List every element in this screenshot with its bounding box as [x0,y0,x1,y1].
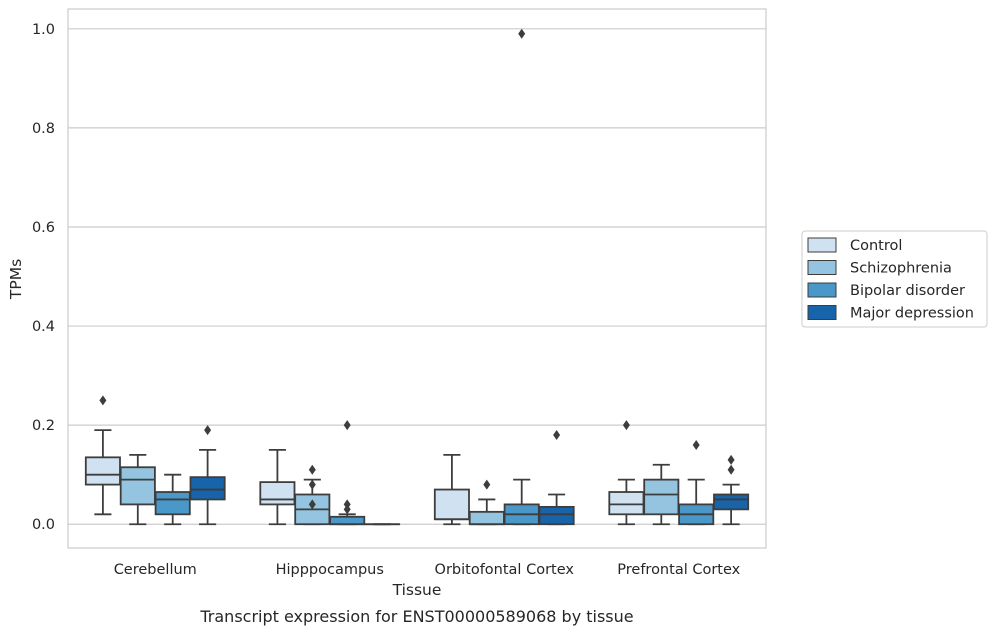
legend-label: Bipolar disorder [850,283,965,299]
outlier-point [343,504,351,515]
plot-background [68,9,766,548]
box [503,28,540,526]
box [538,430,575,526]
box [329,420,366,526]
y-tick-label: 0.4 [32,319,55,335]
box [608,420,645,526]
box [119,453,156,526]
x-tick-label: Prefrontal Cortex [617,562,740,578]
box [678,439,715,526]
category-group [608,420,750,526]
category-group [84,395,226,526]
outlier-point [692,439,700,450]
box-body [538,505,575,526]
y-tick-label: 0.2 [32,418,55,434]
box-body [84,456,121,486]
y-axis-title: TPMs [7,259,25,300]
outlier-point [204,425,212,436]
category-group [433,28,575,526]
chart-caption: Transcript expression for ENST0000058906… [199,607,633,626]
outlier-point [553,430,561,441]
outlier-point [308,464,316,475]
outlier-point [308,479,316,490]
box-body [329,515,366,526]
outlier-point [622,420,630,431]
box [713,454,750,526]
x-tick-label: Cerebellum [114,562,197,578]
outlier-point [308,499,316,510]
x-tick-label: Hipppocampus [276,562,384,578]
x-tick-label: Orbitofontal Cortex [435,562,575,578]
legend-swatch [807,260,837,275]
box-body [643,478,680,516]
legend-frame [801,230,988,328]
box [433,453,470,526]
legend-label: Major depression [850,306,974,322]
x-tick-labels: Cerebellum Hipppocampus Orbitofontal Corte… [114,562,741,578]
outlier-point [518,28,526,39]
grid-lines [68,28,766,525]
outlier-point [483,479,491,490]
outlier-point [727,454,735,465]
legend-swatch [807,305,837,320]
legend-label: Control [850,238,902,254]
box-body [713,493,750,511]
box-body [608,491,645,516]
box [294,464,331,526]
legend-swatch [807,237,837,253]
box-body [154,491,191,516]
category-group [259,420,401,526]
outlier-point [343,420,351,431]
box [189,425,226,526]
box-body [433,488,470,521]
box-body [189,476,226,501]
box-body [259,481,296,506]
y-tick-label: 1.0 [32,22,55,38]
legend: Control Schizophrenia Bipolar disorder Majo… [801,230,988,328]
box-groups [84,28,750,526]
outlier-point [727,464,735,475]
legend-swatch [807,282,837,298]
y-tick-label: 0.6 [32,220,55,236]
box [643,463,680,526]
y-tick-label: 0.0 [32,517,55,533]
box [259,449,296,526]
outlier-point [99,395,107,406]
box-body [119,466,156,506]
y-tick-labels: 0.0 0.2 0.4 0.6 0.8 1.0 [32,22,55,533]
legend-label: Schizophrenia [850,261,952,277]
x-axis-title: Tissue [392,581,442,599]
box-body [468,510,505,526]
y-tick-label: 0.8 [32,121,55,137]
plot-frame [67,8,767,549]
box [154,473,191,526]
